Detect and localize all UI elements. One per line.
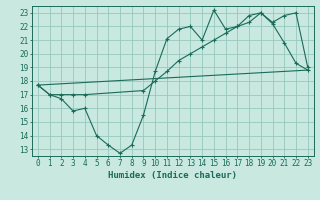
X-axis label: Humidex (Indice chaleur): Humidex (Indice chaleur) <box>108 171 237 180</box>
